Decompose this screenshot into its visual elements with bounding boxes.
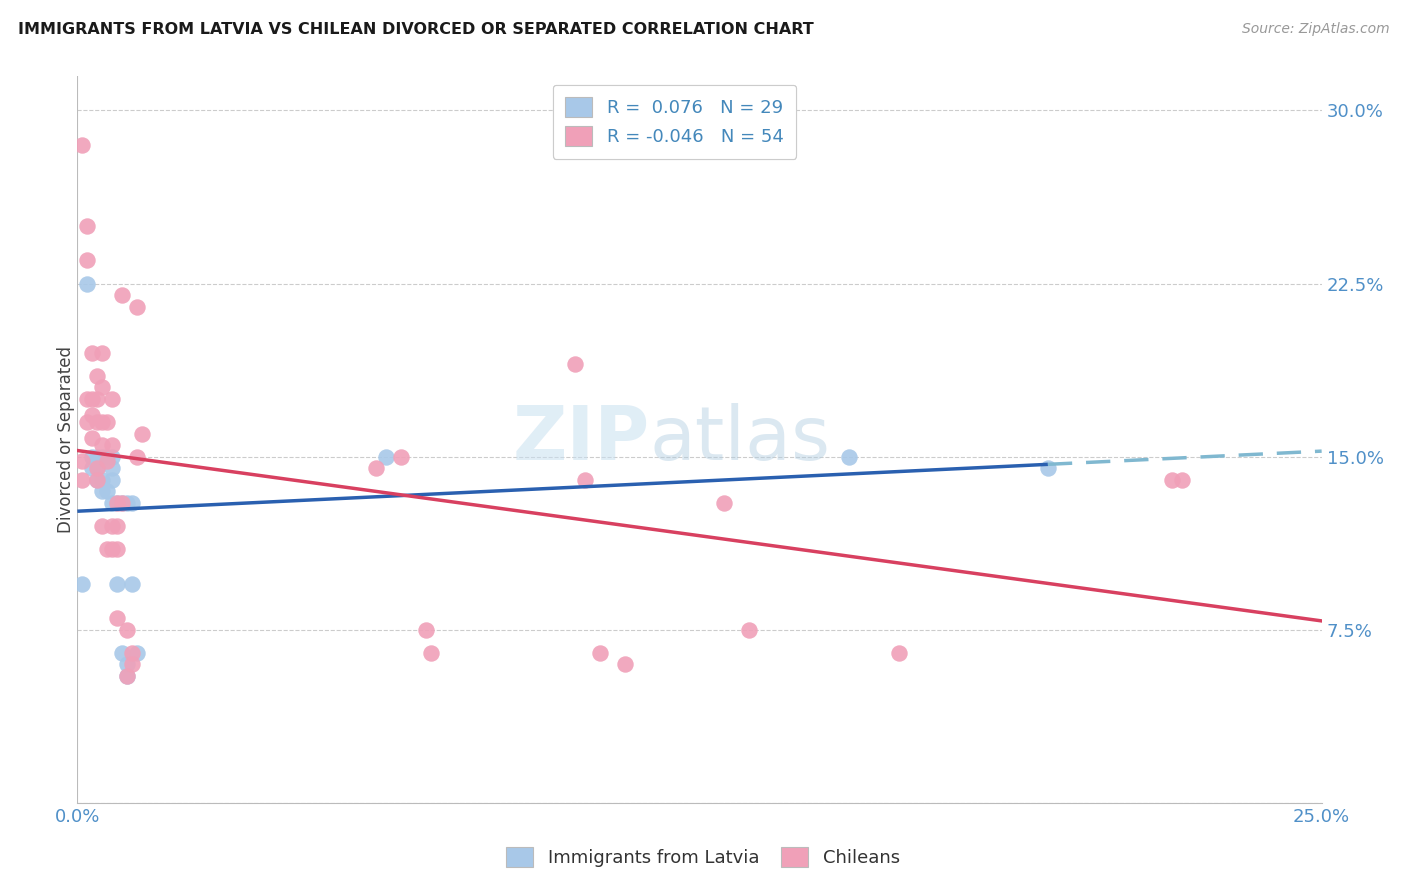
Point bbox=[125, 646, 148, 660]
Point bbox=[86, 450, 108, 464]
Point bbox=[82, 461, 104, 475]
Point bbox=[96, 541, 118, 556]
Point bbox=[121, 657, 143, 672]
Point bbox=[86, 368, 108, 383]
Point bbox=[91, 473, 114, 487]
Point bbox=[76, 415, 98, 429]
Legend: R =  0.076   N = 29, R = -0.046   N = 54: R = 0.076 N = 29, R = -0.046 N = 54 bbox=[553, 85, 796, 159]
Point bbox=[613, 657, 636, 672]
Point bbox=[111, 646, 134, 660]
Point bbox=[738, 623, 761, 637]
Point bbox=[76, 277, 98, 291]
Point bbox=[72, 473, 94, 487]
Point bbox=[91, 380, 114, 394]
Point bbox=[82, 345, 104, 359]
Text: atlas: atlas bbox=[650, 403, 831, 475]
Point bbox=[589, 646, 612, 660]
Point bbox=[91, 415, 114, 429]
Point bbox=[72, 576, 94, 591]
Point bbox=[91, 484, 114, 499]
Point bbox=[105, 496, 128, 510]
Point bbox=[91, 450, 114, 464]
Point bbox=[574, 473, 596, 487]
Point bbox=[91, 519, 114, 533]
Point bbox=[115, 669, 138, 683]
Point bbox=[125, 450, 148, 464]
Point bbox=[96, 484, 118, 499]
Point bbox=[86, 392, 108, 406]
Point bbox=[101, 461, 124, 475]
Y-axis label: Divorced or Separated: Divorced or Separated bbox=[58, 346, 75, 533]
Point bbox=[101, 392, 124, 406]
Point bbox=[76, 253, 98, 268]
Text: Source: ZipAtlas.com: Source: ZipAtlas.com bbox=[1241, 22, 1389, 37]
Text: ZIP: ZIP bbox=[512, 403, 650, 475]
Point bbox=[121, 496, 143, 510]
Point bbox=[82, 392, 104, 406]
Point bbox=[82, 408, 104, 422]
Point bbox=[82, 450, 104, 464]
Point bbox=[115, 669, 138, 683]
Point bbox=[91, 438, 114, 452]
Point bbox=[121, 576, 143, 591]
Point bbox=[105, 576, 128, 591]
Point bbox=[115, 623, 138, 637]
Point bbox=[86, 461, 108, 475]
Point bbox=[364, 461, 387, 475]
Point bbox=[115, 657, 138, 672]
Point bbox=[101, 473, 124, 487]
Point bbox=[1161, 473, 1184, 487]
Point bbox=[101, 541, 124, 556]
Point bbox=[105, 519, 128, 533]
Legend: Immigrants from Latvia, Chileans: Immigrants from Latvia, Chileans bbox=[499, 839, 907, 874]
Point bbox=[131, 426, 153, 441]
Point bbox=[82, 431, 104, 445]
Point bbox=[86, 415, 108, 429]
Point bbox=[72, 454, 94, 468]
Point bbox=[415, 623, 437, 637]
Point bbox=[121, 646, 143, 660]
Point bbox=[86, 473, 108, 487]
Point bbox=[105, 541, 128, 556]
Point bbox=[111, 496, 134, 510]
Point bbox=[101, 438, 124, 452]
Point bbox=[76, 219, 98, 233]
Point bbox=[101, 496, 124, 510]
Point bbox=[115, 496, 138, 510]
Point bbox=[91, 345, 114, 359]
Point bbox=[101, 519, 124, 533]
Point bbox=[1036, 461, 1059, 475]
Point bbox=[72, 138, 94, 153]
Point bbox=[96, 450, 118, 464]
Point bbox=[887, 646, 910, 660]
Point bbox=[76, 392, 98, 406]
Point bbox=[374, 450, 396, 464]
Point bbox=[564, 357, 586, 371]
Point bbox=[86, 461, 108, 475]
Point bbox=[125, 300, 148, 314]
Point bbox=[111, 288, 134, 302]
Point bbox=[105, 611, 128, 625]
Point bbox=[96, 415, 118, 429]
Point bbox=[101, 450, 124, 464]
Point bbox=[111, 496, 134, 510]
Point bbox=[713, 496, 735, 510]
Point bbox=[419, 646, 441, 660]
Point bbox=[86, 473, 108, 487]
Text: IMMIGRANTS FROM LATVIA VS CHILEAN DIVORCED OR SEPARATED CORRELATION CHART: IMMIGRANTS FROM LATVIA VS CHILEAN DIVORC… bbox=[18, 22, 814, 37]
Point bbox=[105, 496, 128, 510]
Point bbox=[389, 450, 412, 464]
Point bbox=[96, 454, 118, 468]
Point bbox=[1171, 473, 1194, 487]
Point bbox=[838, 450, 860, 464]
